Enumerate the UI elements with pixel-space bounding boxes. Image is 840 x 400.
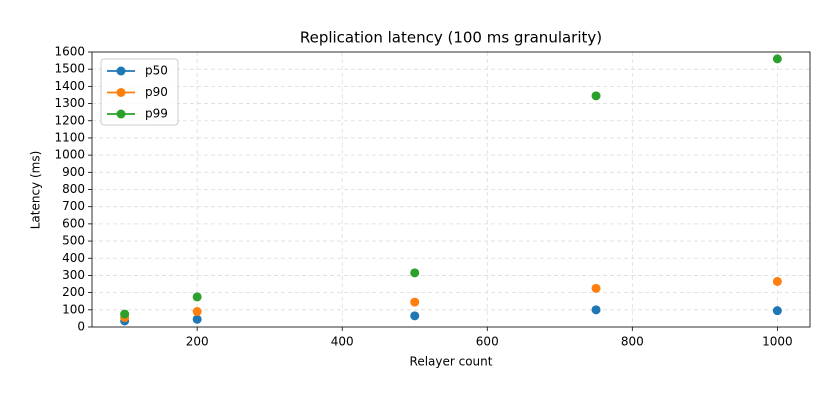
y-tick-label: 700 [62,199,85,213]
point [772,306,782,316]
point [591,91,601,101]
y-tick-label: 400 [62,251,85,265]
point [120,309,130,319]
legend-label: p90 [145,85,168,99]
x-tick-label: 800 [621,335,644,349]
point [591,305,601,315]
legend-label: p50 [145,64,168,78]
point [772,54,782,64]
x-tick-label: 600 [476,335,499,349]
point [591,283,601,293]
x-tick-label: 200 [186,335,209,349]
y-tick-label: 0 [77,320,85,334]
y-tick-label: 300 [62,268,85,282]
point [410,311,420,321]
y-tick-label: 1100 [54,130,85,144]
y-tick-label: 1600 [54,45,85,59]
y-tick-label: 800 [62,182,85,196]
legend-marker [116,109,126,119]
legend-box [100,58,179,126]
y-tick-label: 1200 [54,113,85,127]
legend-marker [116,88,126,97]
y-tick-label: 500 [62,234,85,248]
x-tick-label: 400 [331,335,354,349]
point [192,292,202,302]
point [410,297,420,307]
y-tick-label: 1400 [54,79,85,93]
point [192,314,202,324]
point [772,276,782,286]
y-tick-label: 1500 [54,62,85,76]
x-tick-label: 1000 [762,335,793,349]
y-tick-label: 100 [62,302,85,316]
point [410,268,420,278]
legend-label: p99 [145,107,168,121]
y-tick-label: 200 [62,285,85,299]
chart-title: Replication latency (100 ms granularity) [300,29,602,47]
legend-marker [116,66,126,76]
y-tick-label: 900 [62,165,85,179]
y-tick-label: 1300 [54,96,85,110]
y-axis-label: Latency (ms) [29,151,43,230]
plot-frame [91,51,811,328]
x-axis-label: Relayer count [410,355,493,369]
point [192,307,202,317]
y-tick-label: 1000 [54,148,85,162]
y-tick-label: 600 [62,216,85,230]
